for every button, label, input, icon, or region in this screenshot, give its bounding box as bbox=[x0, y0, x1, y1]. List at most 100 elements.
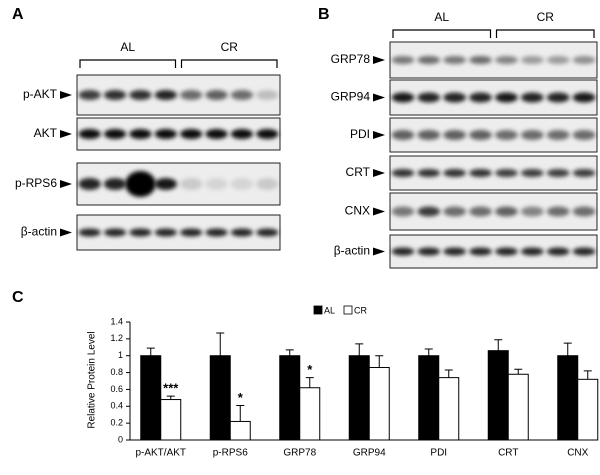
blot-label: p-RPS6 bbox=[15, 176, 57, 190]
band bbox=[230, 90, 254, 100]
y-tick-label: 1.4 bbox=[110, 316, 123, 326]
band bbox=[469, 130, 492, 140]
error-bar bbox=[355, 343, 364, 356]
band bbox=[572, 56, 596, 64]
error-bar bbox=[236, 404, 245, 422]
band bbox=[546, 206, 570, 217]
bar bbox=[348, 355, 370, 441]
y-axis-title: Relative Protein Level bbox=[87, 331, 98, 428]
blot-label: PDI bbox=[350, 127, 370, 141]
band bbox=[391, 130, 415, 140]
bar bbox=[140, 355, 162, 441]
band bbox=[78, 90, 101, 100]
band bbox=[154, 178, 177, 190]
panel-label: C bbox=[12, 289, 24, 306]
band bbox=[417, 130, 441, 140]
band bbox=[417, 92, 441, 103]
band bbox=[520, 206, 544, 217]
band bbox=[230, 129, 254, 139]
y-tick-label: 0 bbox=[118, 434, 123, 444]
bar bbox=[160, 399, 182, 441]
band bbox=[205, 228, 228, 237]
band bbox=[256, 129, 279, 139]
arrow bbox=[60, 91, 72, 99]
bar bbox=[279, 355, 301, 441]
bar bbox=[507, 373, 529, 441]
arrow bbox=[373, 207, 385, 216]
band bbox=[417, 56, 441, 64]
band bbox=[180, 178, 203, 190]
y-tick-label: 0.4 bbox=[110, 401, 123, 411]
group-label: CR bbox=[221, 40, 239, 54]
band bbox=[78, 228, 101, 237]
y-tick-label: 1 bbox=[118, 350, 123, 360]
panel-label: B bbox=[318, 6, 330, 23]
bar bbox=[557, 355, 579, 441]
band bbox=[495, 247, 518, 256]
band bbox=[495, 92, 518, 103]
band bbox=[125, 171, 156, 197]
band bbox=[103, 90, 127, 100]
band bbox=[205, 129, 228, 139]
band bbox=[391, 92, 415, 103]
error-bar bbox=[305, 377, 314, 388]
blot-label: AKT bbox=[34, 126, 58, 140]
significance: * bbox=[307, 362, 313, 377]
error-bar bbox=[146, 347, 155, 356]
band bbox=[205, 90, 228, 100]
band bbox=[205, 178, 228, 190]
y-tick-label: 1.2 bbox=[110, 333, 123, 343]
x-tick-label: PDI bbox=[430, 448, 447, 459]
blot-label: β-actin bbox=[21, 225, 57, 239]
error-bar bbox=[444, 369, 453, 378]
bar bbox=[368, 367, 390, 441]
legend-label: CR bbox=[354, 305, 367, 315]
band bbox=[154, 129, 177, 139]
band bbox=[520, 130, 544, 140]
band bbox=[546, 169, 570, 177]
band bbox=[230, 178, 254, 190]
band bbox=[572, 169, 596, 177]
group-label: AL bbox=[434, 10, 449, 24]
band bbox=[103, 228, 127, 237]
group-bracket bbox=[392, 29, 492, 38]
arrow bbox=[373, 56, 385, 64]
y-tick-label: 0.6 bbox=[110, 384, 123, 394]
band bbox=[546, 247, 570, 256]
band bbox=[520, 56, 544, 64]
group-bracket bbox=[79, 59, 177, 68]
band bbox=[546, 56, 570, 64]
bar bbox=[487, 350, 509, 441]
arrow bbox=[373, 131, 385, 139]
error-bar bbox=[375, 355, 384, 368]
band bbox=[469, 56, 492, 64]
blot-label: GRP78 bbox=[331, 52, 371, 66]
band bbox=[546, 92, 570, 103]
band bbox=[495, 130, 518, 140]
band bbox=[443, 247, 467, 256]
blot-label: CNX bbox=[345, 204, 370, 218]
band bbox=[154, 90, 177, 100]
blot-label: GRP94 bbox=[331, 90, 371, 104]
band bbox=[78, 129, 101, 139]
band bbox=[256, 228, 279, 237]
blot-label: CRT bbox=[346, 165, 371, 179]
band bbox=[417, 206, 441, 217]
group-bracket bbox=[180, 59, 278, 68]
x-tick-label: GRP94 bbox=[353, 448, 386, 459]
blot-label: p-AKT bbox=[23, 87, 58, 101]
error-bar bbox=[514, 368, 523, 375]
arrow bbox=[373, 93, 385, 102]
band bbox=[230, 228, 254, 237]
band bbox=[572, 247, 596, 256]
band bbox=[495, 56, 518, 64]
band bbox=[443, 206, 467, 217]
arrow bbox=[60, 130, 72, 138]
band bbox=[443, 169, 467, 177]
band bbox=[417, 247, 441, 256]
band bbox=[391, 169, 415, 177]
band bbox=[391, 247, 415, 256]
group-bracket bbox=[495, 29, 595, 38]
blot-label: β-actin bbox=[334, 244, 370, 258]
